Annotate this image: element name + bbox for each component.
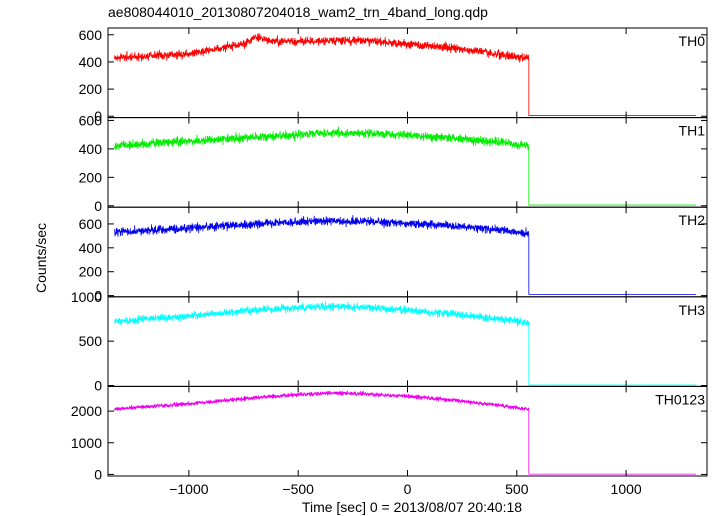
series-line-th1 bbox=[114, 126, 697, 206]
y-tick-label: 0 bbox=[94, 378, 102, 394]
y-tick-label: 500 bbox=[79, 333, 103, 349]
series-line-th0 bbox=[114, 33, 697, 116]
panel-label-th0: TH0 bbox=[679, 33, 706, 49]
y-tick-label: 0 bbox=[94, 108, 102, 124]
panel-th0123: 0 1000 2000 TH0123 bbox=[71, 385, 708, 482]
panel-label-th3: TH3 bbox=[679, 302, 706, 318]
panel-th3: 0 500 1000 TH3 bbox=[71, 289, 708, 394]
x-tick-label: −500 bbox=[282, 481, 314, 497]
series-line-th0123 bbox=[114, 390, 697, 475]
y-tick-label: 400 bbox=[79, 54, 103, 70]
x-tick-label: 1000 bbox=[611, 481, 642, 497]
y-tick-label: 200 bbox=[79, 81, 103, 97]
series-line-th3 bbox=[114, 301, 697, 386]
y-tick-label: 0 bbox=[94, 466, 102, 482]
y-tick-label: 200 bbox=[79, 264, 103, 280]
panel-th1: 0 200 400 600 TH1 bbox=[79, 112, 708, 214]
y-tick-label: 400 bbox=[79, 141, 103, 157]
x-tick-label: 500 bbox=[505, 481, 529, 497]
y-tick-label: 0 bbox=[94, 288, 102, 304]
y-tick-label: 200 bbox=[79, 169, 103, 185]
x-tick-label: 0 bbox=[404, 481, 412, 497]
y-tick-label: 600 bbox=[79, 27, 103, 43]
x-tick-label: −1000 bbox=[169, 481, 209, 497]
panel-label-th0123: TH0123 bbox=[655, 391, 705, 407]
y-tick-label: 600 bbox=[79, 216, 103, 232]
series-line-th2 bbox=[114, 215, 697, 295]
y-tick-label: 1000 bbox=[71, 435, 102, 451]
panel-frame bbox=[107, 27, 708, 119]
figure-title: ae808044010_20130807204018_wam2_trn_4ban… bbox=[108, 4, 488, 20]
panel-th0: 0 200 400 600 TH0 bbox=[79, 27, 708, 124]
panel-label-th1: TH1 bbox=[679, 123, 706, 139]
x-axis-title: Time [sec] 0 = 2013/08/07 20:40:18 bbox=[302, 499, 522, 515]
panel-frame bbox=[107, 385, 708, 477]
panel-frame bbox=[107, 206, 708, 298]
panel-label-th2: TH2 bbox=[679, 212, 706, 228]
panel-th2: 0 200 400 600 TH2 bbox=[79, 206, 708, 304]
panel-frame bbox=[107, 117, 708, 208]
y-tick-label: 0 bbox=[94, 198, 102, 214]
y-tick-label: 1000 bbox=[71, 289, 102, 305]
y-tick-label: 600 bbox=[79, 112, 103, 128]
y-tick-label: 2000 bbox=[71, 403, 102, 419]
y-axis-title: Counts/sec bbox=[33, 223, 49, 293]
y-tick-label: 400 bbox=[79, 240, 103, 256]
